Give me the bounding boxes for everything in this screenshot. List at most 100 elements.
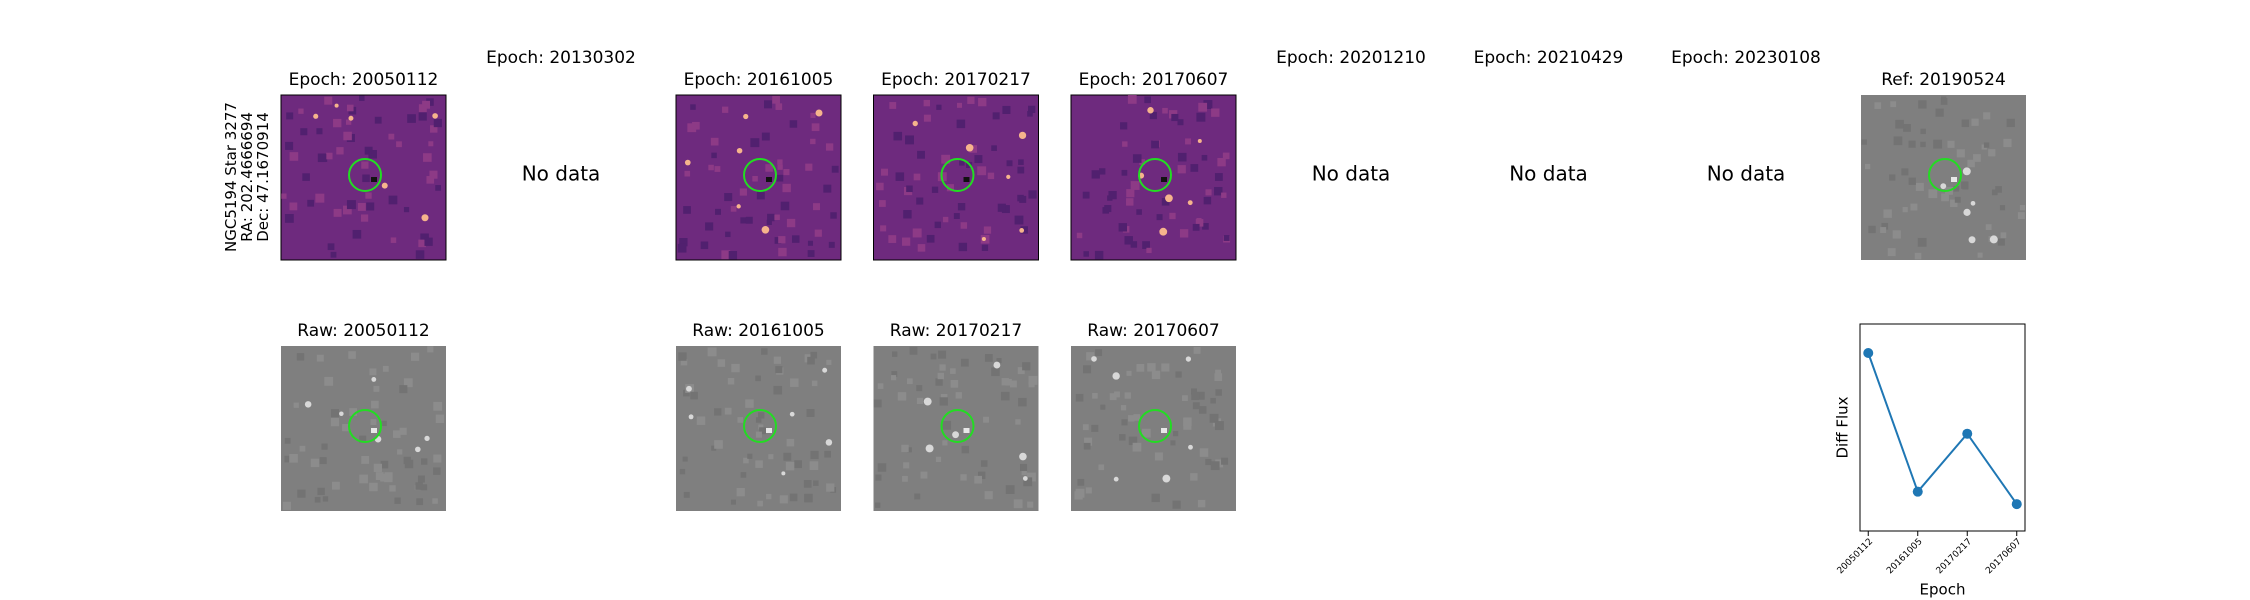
pixel-noise — [805, 163, 813, 171]
pixel-noise — [938, 350, 947, 359]
pixel-noise — [984, 354, 993, 362]
pixel-noise — [810, 138, 816, 145]
pixel-noise — [369, 368, 377, 376]
pixel-noise — [875, 474, 882, 481]
pixel-noise — [755, 375, 761, 382]
pixel-noise — [1988, 149, 1996, 157]
pixel-noise — [1861, 139, 1867, 145]
pixel-noise — [877, 463, 887, 472]
pixel-noise — [773, 385, 783, 395]
star — [415, 446, 421, 453]
pixel-noise — [396, 141, 402, 148]
target-label: NGC5194 Star 3277RA: 202.4666694Dec: 47.… — [222, 102, 272, 252]
pixel-noise — [773, 356, 782, 364]
pixel-noise — [1199, 448, 1209, 457]
pixel-noise — [298, 108, 304, 114]
pixel-noise — [1083, 442, 1091, 450]
pixel-noise — [1177, 165, 1186, 174]
star — [963, 428, 970, 433]
star — [766, 177, 772, 182]
pixel-noise — [359, 474, 368, 484]
star — [1951, 177, 1957, 182]
star — [1019, 452, 1027, 461]
plot-frame — [1859, 323, 2026, 532]
pixel-noise — [740, 217, 747, 224]
pixel-noise — [1128, 436, 1138, 446]
pixel-noise — [322, 496, 329, 502]
pixel-noise — [1997, 238, 2005, 246]
pixel-noise — [1082, 424, 1089, 431]
pixel-noise — [359, 95, 365, 101]
star — [963, 177, 970, 182]
pixel-noise — [1941, 193, 1949, 202]
pixel-noise — [1028, 105, 1036, 113]
star — [1197, 138, 1202, 143]
pixel-noise — [424, 237, 433, 246]
pixel-noise — [1908, 177, 1916, 185]
pixel-noise — [813, 480, 819, 486]
pixel-noise — [941, 154, 951, 164]
pixel-noise — [1021, 469, 1027, 476]
pixel-noise — [2019, 205, 2026, 211]
pixel-noise — [891, 351, 898, 357]
data-point — [1912, 486, 1923, 497]
pixel-noise — [791, 235, 800, 243]
star — [761, 225, 770, 234]
pixel-noise — [811, 123, 820, 132]
pixel-noise — [1973, 154, 1981, 162]
pixel-noise — [1883, 209, 1892, 218]
pixel-noise — [2003, 138, 2012, 148]
pixel-noise — [417, 475, 425, 483]
pixel-noise — [403, 378, 413, 388]
pixel-noise — [765, 164, 773, 172]
pixel-noise — [1221, 192, 1227, 198]
pixel-noise — [284, 213, 294, 223]
star — [789, 411, 795, 417]
pixel-noise — [789, 120, 798, 128]
pixel-noise — [1947, 140, 1955, 148]
pixel-noise — [1028, 190, 1037, 199]
pixel-noise — [888, 235, 897, 243]
pixel-noise — [343, 131, 352, 141]
pixel-noise — [806, 409, 815, 417]
pixel-noise — [774, 214, 780, 221]
pixel-noise — [1920, 141, 1926, 148]
pixel-noise — [956, 102, 962, 108]
pixel-noise — [767, 213, 775, 222]
pixel-noise — [895, 172, 905, 181]
panel-title: Epoch: 20161005 — [684, 70, 834, 90]
pixel-noise — [1124, 392, 1131, 399]
pixel-noise — [683, 206, 691, 214]
pixel-noise — [1002, 105, 1011, 114]
pixel-noise — [759, 427, 766, 435]
pixel-noise — [352, 229, 362, 239]
pixel-noise — [1182, 395, 1188, 402]
pixel-noise — [1172, 500, 1181, 509]
pixel-noise — [330, 409, 340, 418]
star — [1018, 131, 1027, 140]
pixel-noise — [388, 195, 398, 205]
star — [686, 385, 692, 392]
pixel-noise — [906, 447, 912, 453]
pixel-noise — [1950, 199, 1958, 208]
pixel-noise — [429, 170, 438, 179]
pixel-noise — [728, 251, 738, 260]
pixel-noise — [906, 185, 913, 193]
pixel-noise — [371, 400, 379, 409]
pixel-noise — [433, 454, 442, 463]
pixel-noise — [1962, 183, 1969, 190]
pixel-noise — [1132, 442, 1142, 452]
pixel-noise — [390, 237, 397, 243]
star — [371, 428, 377, 433]
pixel-noise — [1915, 182, 1924, 191]
pixel-noise — [684, 170, 691, 177]
pixel-noise — [1014, 215, 1024, 225]
pixel-noise — [757, 500, 763, 507]
pixel-noise — [418, 112, 427, 121]
star — [822, 367, 828, 373]
pixel-noise — [789, 493, 798, 502]
pixel-noise — [730, 206, 737, 212]
pixel-noise — [1114, 391, 1120, 398]
no-data-label: No data — [1312, 162, 1391, 186]
raw-title: Raw: 20170217 — [890, 321, 1023, 341]
